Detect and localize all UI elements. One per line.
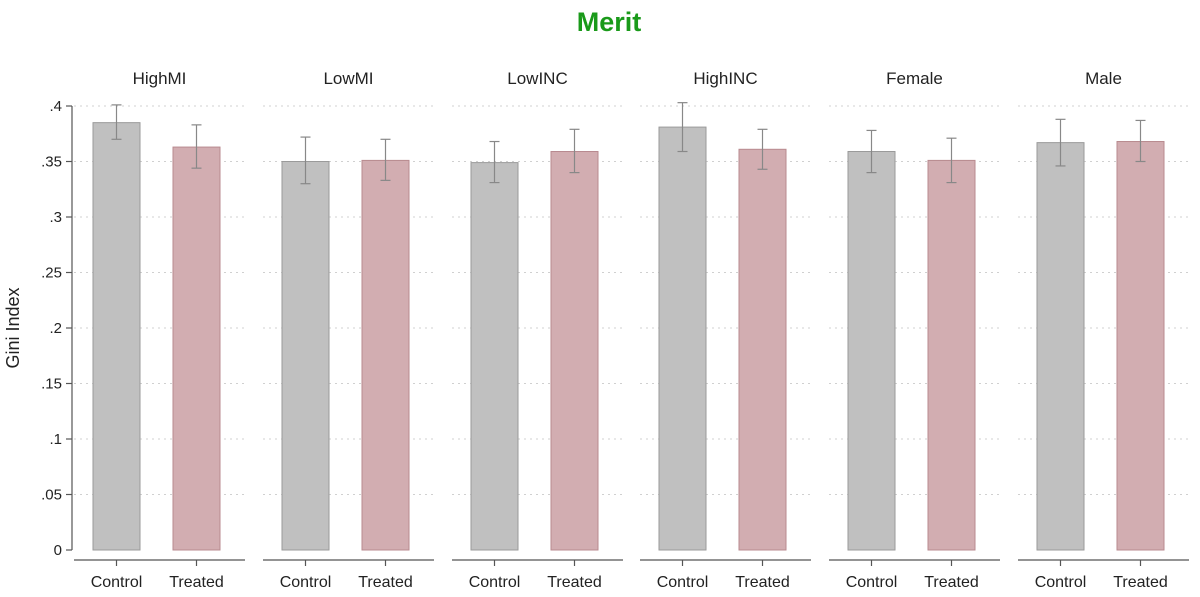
y-tick-label: .35 [41,154,62,171]
bar-treated [361,159,410,551]
bar-treated [738,148,787,551]
y-tick-label: .15 [41,376,62,393]
x-tick-label: Control [280,574,332,591]
bar-treated [927,159,976,551]
y-tick-label: .1 [49,431,62,448]
bar-control [281,161,330,551]
panel-highmi: HighMI Control Treated [74,69,245,591]
bar-treated [550,151,599,551]
x-tick-label: Control [657,574,709,591]
x-tick-label: Treated [735,574,790,591]
panel-lowinc: LowINC Control Treated [452,69,623,591]
x-tick-label: Control [91,574,143,591]
y-tick-label: .4 [49,98,62,115]
y-tick-label: .2 [49,320,62,337]
bar-control [92,122,141,551]
y-tick-label: .3 [49,209,62,226]
panel-title: HighMI [133,69,187,88]
x-tick-label: Control [1035,574,1087,591]
bar-control [470,162,519,551]
panel-highinc: HighINC Control Treated [640,69,811,591]
panel-lowmi: LowMI Control Treated [263,69,434,591]
y-tick-label: .05 [41,487,62,504]
bar-treated [1116,141,1165,551]
bar-treated [172,146,221,551]
panel-title: Male [1085,69,1122,88]
x-tick-label: Treated [1113,574,1168,591]
bar-control [847,151,896,551]
y-tick-label: .25 [41,265,62,282]
bar-control [658,126,707,551]
x-tick-label: Control [469,574,521,591]
y-tick-label: 0 [54,542,62,559]
x-tick-label: Treated [547,574,602,591]
x-tick-label: Treated [924,574,979,591]
bar-control [1036,142,1085,551]
x-tick-label: Treated [169,574,224,591]
panel-title: HighINC [693,69,757,88]
panel-title: LowINC [507,69,567,88]
panel-female: Female Control Treated [829,69,1000,591]
panel-male: Male Control Treated [1018,69,1189,591]
panel-title: LowMI [323,69,373,88]
y-axis-label: Gini Index [3,287,23,368]
y-axis: 0 .05 .1 .15 .2 .25 .3 .35 .4 [41,98,73,559]
panel-title: Female [886,69,943,88]
x-tick-label: Control [846,574,898,591]
chart-title: Merit [577,7,642,37]
x-tick-label: Treated [358,574,413,591]
